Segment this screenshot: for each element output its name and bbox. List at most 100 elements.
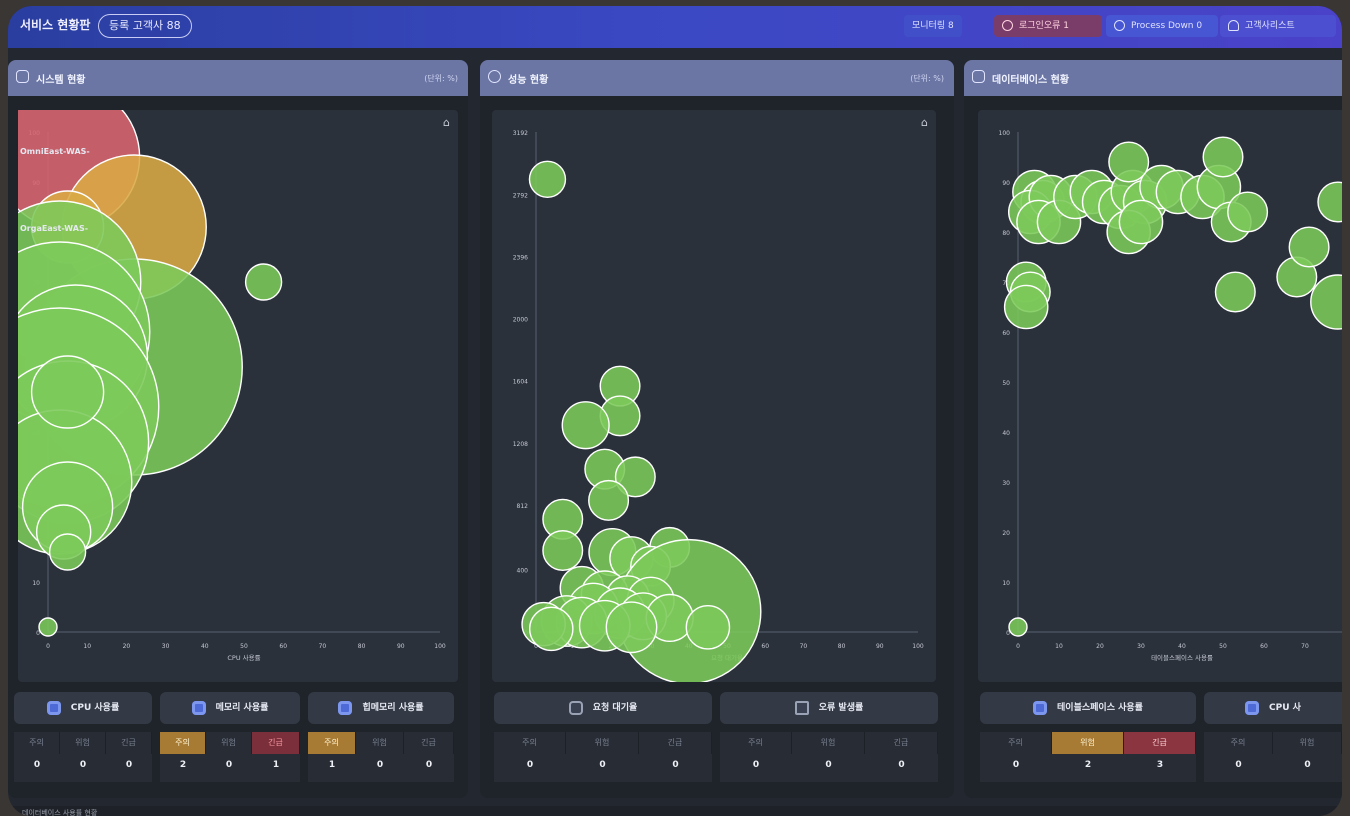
stat-header: 주의 — [1204, 732, 1273, 754]
stat-header: 긴급 — [252, 732, 300, 754]
stat-header: 긴급 — [106, 732, 152, 754]
y-tick-label: 20 — [1002, 530, 1010, 537]
stat-value: 0 — [425, 760, 433, 770]
tablespace-usage-button[interactable]: 테이블스페이스 사용률 — [980, 692, 1196, 724]
stat-header: 위험 — [792, 732, 865, 754]
memory-usage-button[interactable]: 메모리 사용률 — [160, 692, 300, 724]
stat-value: 0 — [1304, 760, 1311, 770]
data-point — [1310, 274, 1342, 330]
stat-cell: 긴급 0 — [106, 732, 152, 782]
data-point — [685, 605, 731, 650]
home-icon[interactable]: ⌂ — [921, 116, 928, 129]
y-tick-label: 0 — [36, 630, 40, 637]
metric-label: 요청 대기율 — [592, 703, 638, 713]
x-tick-label: 70 — [319, 643, 327, 650]
stat-value: 0 — [33, 760, 41, 770]
system-status-panel: 시스템 현황 (단위: %) ⌂ 01020304050607080901000… — [8, 60, 468, 798]
stat-header: 위험 — [206, 732, 252, 754]
login-error-label: 로그인오류 1 — [1019, 21, 1069, 31]
alert-icon — [1002, 20, 1013, 31]
database-status-panel: 데이터베이스 현황 010203040506070809010001020304… — [964, 60, 1342, 798]
bottom-section-title: 데이터베이스 사용률 현황 — [22, 809, 98, 816]
monitor-icon — [16, 70, 29, 83]
stat-cell: 위험 0 — [206, 732, 252, 782]
y-tick-label: 2000 — [513, 317, 528, 324]
stat-header: 긴급 — [865, 732, 938, 754]
x-tick-label: 90 — [876, 643, 884, 650]
y-tick-label: 80 — [1002, 230, 1010, 237]
stat-cell: 위험 0 — [566, 732, 639, 782]
y-tick-label: 400 — [517, 567, 529, 574]
top-bar: 서비스 현황판 등록 고객사 88 모니터링 8 로그인오류 1 Process… — [8, 6, 1342, 48]
page-title: 서비스 현황판 — [20, 18, 91, 32]
y-tick-label: 10 — [32, 580, 40, 587]
x-tick-label: 60 — [761, 643, 769, 650]
x-tick-label: 90 — [397, 643, 405, 650]
data-point — [528, 160, 567, 199]
stat-header: 주의 — [160, 732, 206, 754]
stat-header: 주의 — [14, 732, 60, 754]
stat-header: 위험 — [356, 732, 404, 754]
error-rate-button[interactable]: 오류 발생률 — [720, 692, 938, 724]
stat-header: 주의 — [308, 732, 356, 754]
customer-count-pill[interactable]: 등록 고객사 88 — [98, 14, 192, 38]
stat-header: 주의 — [494, 732, 566, 754]
warning-icon — [794, 700, 809, 715]
stat-header: 위험 — [1273, 732, 1342, 754]
stat-value: 0 — [898, 760, 905, 770]
y-tick-label: 2396 — [513, 255, 528, 262]
stat-cell: 주의 0 — [494, 732, 566, 782]
user-icon — [1228, 20, 1239, 31]
stat-value: 1 — [328, 760, 336, 770]
y-tick-label: 90 — [1002, 180, 1010, 187]
system-chart: ⌂ 01020304050607080901000102030405060708… — [8, 84, 458, 682]
stat-cell: 주의 1 — [308, 732, 356, 782]
data-point — [38, 617, 58, 637]
x-tick-label: 80 — [358, 643, 366, 650]
heap-memory-button[interactable]: 힙메모리 사용률 — [308, 692, 454, 724]
stat-value: 0 — [526, 760, 534, 770]
x-tick-label: 0 — [46, 643, 50, 650]
stat-value: 3 — [1156, 760, 1164, 770]
stat-value: 0 — [1235, 760, 1242, 770]
cpu-usage-button[interactable]: CPU 사용률 — [14, 692, 152, 724]
customer-list-button[interactable]: 고객사리스트 — [1220, 15, 1336, 37]
x-tick-label: 40 — [201, 643, 209, 650]
stat-header: 주의 — [720, 732, 792, 754]
y-tick-label: 30 — [1002, 480, 1010, 487]
panel-header: 성능 현황 (단위: %) — [480, 60, 954, 96]
panel-header: 데이터베이스 현황 — [964, 60, 1342, 96]
stat-value: 0 — [79, 760, 87, 770]
x-tick-label: 20 — [1096, 643, 1104, 650]
db-cpu-usage-button[interactable]: CPU 사 — [1204, 692, 1342, 724]
dashboard-frame: 서비스 현황판 등록 고객사 88 모니터링 8 로그인오류 1 Process… — [8, 6, 1342, 816]
data-point — [1108, 141, 1150, 183]
stat-value: 0 — [1012, 760, 1020, 770]
y-tick-label: 0 — [1006, 630, 1010, 637]
y-tick-label: 3192 — [513, 130, 528, 137]
stat-value: 0 — [825, 760, 832, 770]
stat-cell: 긴급 1 — [252, 732, 300, 782]
data-point — [561, 401, 610, 450]
metric-label: CPU 사용률 — [70, 703, 120, 713]
y-tick-label: 10 — [1002, 580, 1010, 587]
y-tick-label: 812 — [517, 503, 529, 510]
data-point — [30, 355, 105, 429]
stat-value: 1 — [272, 760, 280, 770]
x-tick-label: 60 — [1260, 643, 1268, 650]
data-point — [48, 533, 87, 571]
process-down-label: Process Down 0 — [1131, 21, 1203, 31]
monitoring-button[interactable]: 모니터링 8 — [904, 15, 962, 37]
memory-icon — [191, 700, 206, 715]
home-icon[interactable]: ⌂ — [443, 116, 450, 129]
data-point — [1227, 191, 1269, 233]
request-wait-button[interactable]: 요청 대기율 — [494, 692, 712, 724]
x-tick-label: 50 — [240, 643, 248, 650]
process-down-button[interactable]: Process Down 0 — [1106, 15, 1218, 37]
performance-chart: ⌂ 04008121208160420002396279231920102030… — [492, 110, 936, 685]
x-tick-label: 30 — [162, 643, 170, 650]
stat-value: 0 — [225, 760, 233, 770]
login-error-button[interactable]: 로그인오류 1 — [994, 15, 1102, 37]
panel-title: 성능 현황 — [508, 75, 549, 86]
stat-cell: 긴급 3 — [1124, 732, 1196, 782]
